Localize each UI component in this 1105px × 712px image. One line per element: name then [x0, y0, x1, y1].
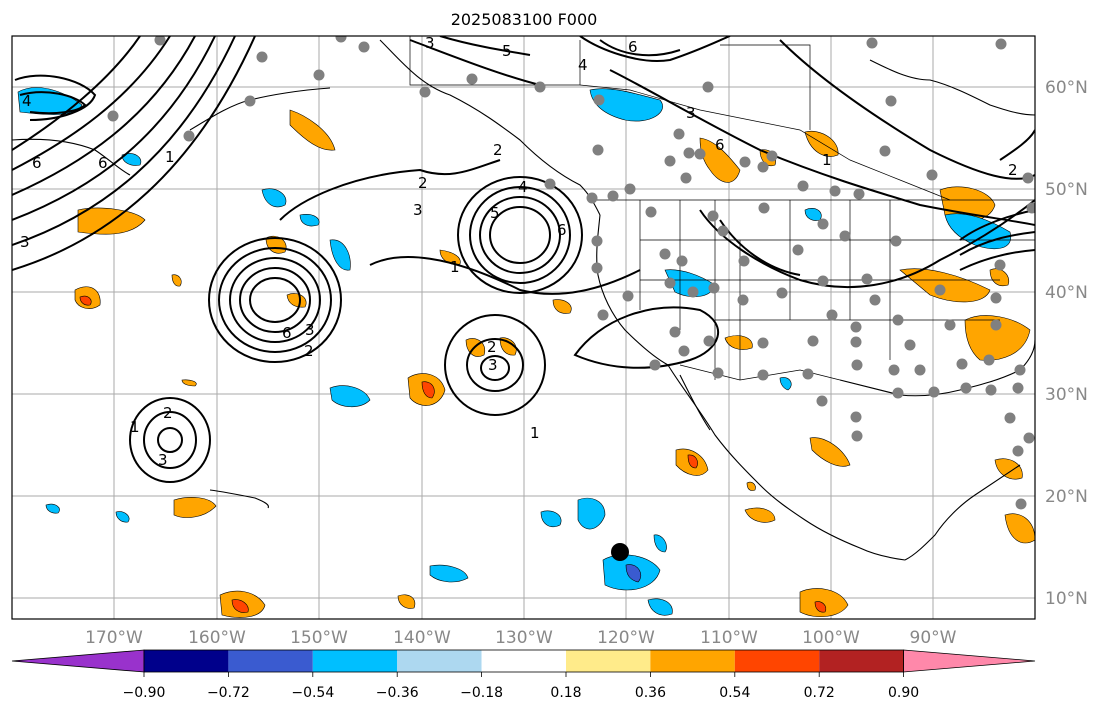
lat-label-50: 50°N: [1045, 180, 1088, 200]
contour-label: 4: [22, 92, 32, 110]
lat-label-60: 60°N: [1045, 78, 1088, 98]
contour-label: 2: [163, 404, 173, 422]
colorbar-segment: [734, 650, 820, 672]
contour-label: 1: [450, 258, 460, 276]
contour-label: 6: [715, 136, 725, 154]
colorbar-tick: −0.90: [123, 685, 166, 701]
contour-label: 2: [487, 338, 497, 356]
colorbar-tick: 0.90: [888, 685, 919, 701]
location-marker: [611, 543, 629, 561]
contour-label: 3: [686, 104, 696, 122]
contour-label: 2: [418, 174, 428, 192]
contour-label: 3: [305, 321, 315, 339]
colorbar-tick: −0.36: [376, 685, 419, 701]
colorbar-segment: [144, 650, 229, 672]
colorbar-extend-right: [903, 649, 1036, 673]
lon-label-160: 160°W: [188, 628, 246, 648]
lon-label-150: 150°W: [290, 628, 348, 648]
contour-label: 6: [98, 154, 108, 172]
colorbar-segment: [228, 650, 313, 672]
contour-label: 2: [304, 342, 314, 360]
contour-label: 1: [130, 418, 140, 436]
contour-label: 3: [158, 451, 168, 469]
contour-labels: 4 6 3 6 1 6 3 2 3 2 5 4 6 1 3 5 6 4 3 2 …: [20, 34, 1018, 469]
lat-label-10: 10°N: [1045, 589, 1088, 609]
lat-label-20: 20°N: [1045, 487, 1088, 507]
contour-label: 4: [518, 178, 528, 196]
lon-label-130: 130°W: [495, 628, 553, 648]
contour-label: 1: [530, 424, 540, 442]
lon-label-170: 170°W: [85, 628, 143, 648]
colorbar-segment: [397, 650, 482, 672]
colorbar: −0.90 −0.72 −0.54 −0.36 −0.18 0.18 0.36 …: [11, 649, 1036, 701]
contour-label: 2: [493, 141, 503, 159]
colorbar-segment: [566, 650, 651, 672]
colorbar-extend-left: [11, 649, 145, 673]
lat-label-40: 40°N: [1045, 283, 1088, 303]
map-frame: [11, 35, 1036, 620]
contour-label: 6: [282, 324, 292, 342]
lon-label-100: 100°W: [802, 628, 860, 648]
colorbar-tick: −0.72: [207, 685, 250, 701]
colorbar-segment: [819, 650, 904, 672]
contour-label: 3: [413, 201, 423, 219]
station-dots: [107, 36, 1035, 510]
contour-label: 5: [490, 204, 500, 222]
contour-label: 3: [425, 34, 435, 52]
colorbar-segment: [312, 650, 398, 672]
colorbar-tick: −0.18: [460, 685, 503, 701]
contour-label: 6: [628, 38, 638, 56]
contour-label: 1: [165, 148, 175, 166]
colorbar-tick: 0.54: [719, 685, 750, 701]
longitude-labels: 170°W 160°W 150°W 140°W 130°W 120°W 110°…: [85, 628, 957, 648]
colorbar-tick: −0.54: [291, 685, 334, 701]
contour-label: 5: [502, 42, 512, 60]
colorbar-segment: [481, 650, 566, 672]
lon-label-110: 110°W: [700, 628, 758, 648]
contour-label: 6: [557, 221, 567, 239]
contour-label: 1: [822, 151, 832, 169]
contour-label: 3: [488, 356, 498, 374]
map-title: 2025083100 F000: [450, 10, 598, 29]
latitude-labels: 60°N 50°N 40°N 30°N 20°N 10°N: [1045, 78, 1088, 609]
contour-label: 4: [578, 56, 588, 74]
lon-label-90: 90°W: [910, 628, 957, 648]
colorbar-tick: 0.18: [550, 685, 581, 701]
colorbar-segment: [650, 650, 735, 672]
contour-label: 3: [20, 233, 30, 251]
contours: [12, 36, 1035, 483]
colorbar-tick: 0.72: [804, 685, 835, 701]
lon-label-120: 120°W: [597, 628, 655, 648]
contour-label: 2: [1008, 161, 1018, 179]
contour-label: 6: [32, 154, 42, 172]
lat-label-30: 30°N: [1045, 385, 1088, 405]
political-borders: [409, 36, 1035, 381]
colorbar-tick: 0.36: [635, 685, 666, 701]
lon-label-140: 140°W: [393, 628, 451, 648]
